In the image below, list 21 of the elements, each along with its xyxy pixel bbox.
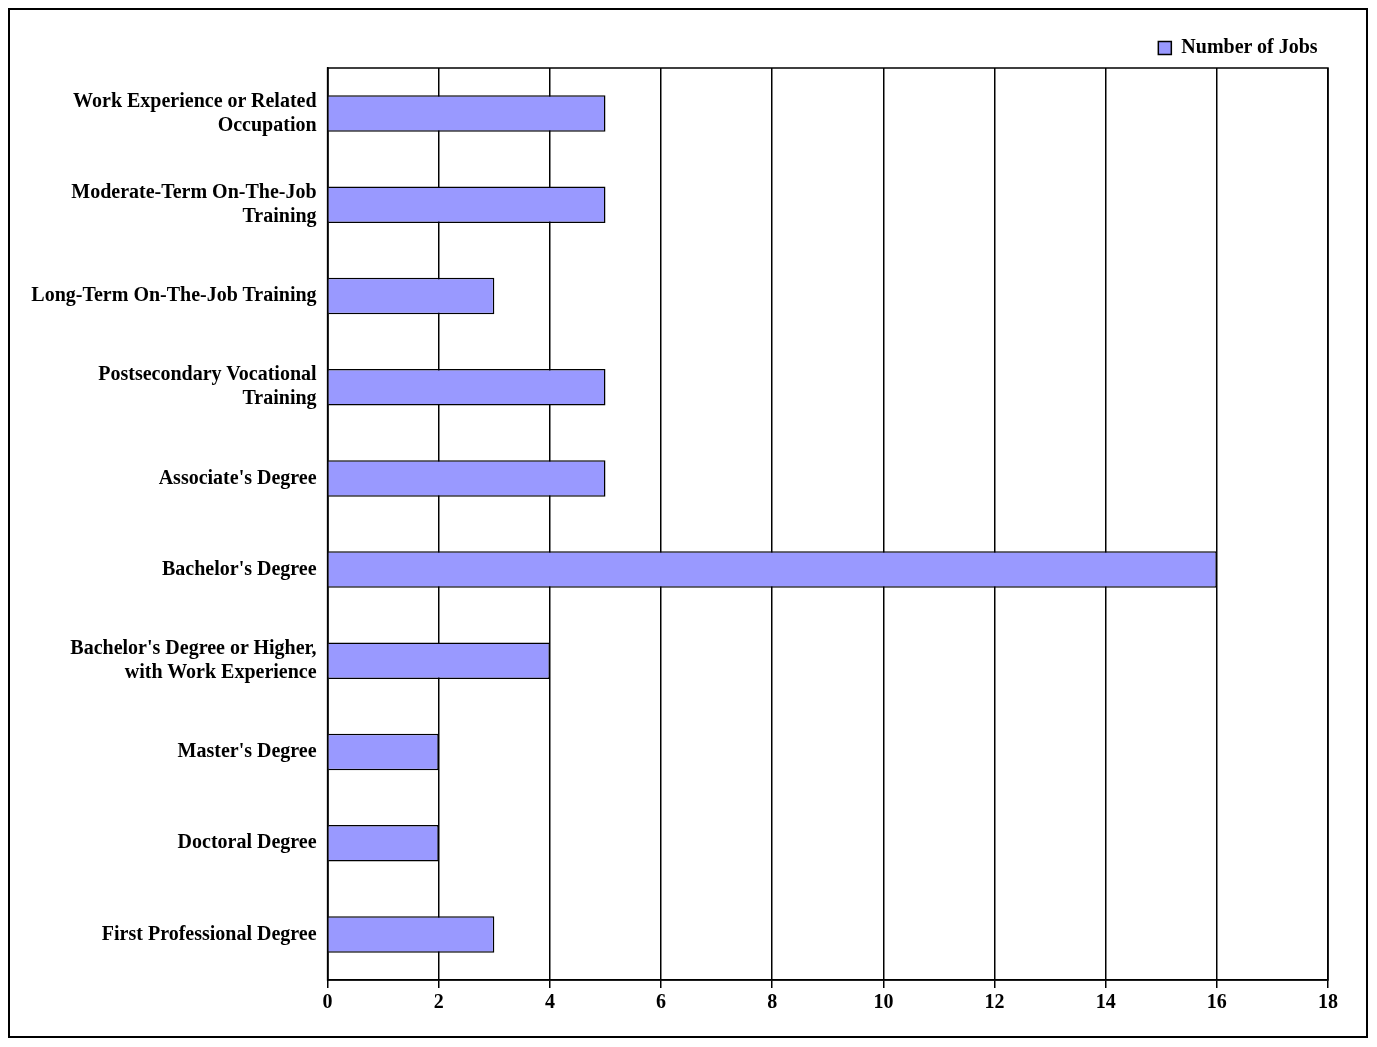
y-tick-label: Bachelor's Degree [162,556,317,580]
x-tick-label: 6 [656,990,667,1013]
y-tick-label: Postsecondary Vocational Training [98,362,318,410]
y-tick-label: Work Experience or Related Occupation [73,88,317,136]
y-tick-label: Long-Term On-The-Job Training [31,283,317,307]
y-tick-label: Master's Degree [177,739,317,763]
y-tick-label: First Professional Degree [101,921,317,945]
legend-label: Number of Jobs [1181,35,1318,58]
y-tick-label: Moderate-Term On-The-Job Training [71,179,317,227]
x-tick-label: 18 [1318,990,1338,1013]
y-tick-label: Doctoral Degree [177,830,317,854]
y-tick-label: Bachelor's Degree or Higher, with Work Experience [70,635,317,683]
x-tick-label: 16 [1206,990,1227,1013]
y-tick-label: Associate's Degree [158,465,317,489]
x-tick-label: 10 [873,990,894,1013]
x-tick-label: 2 [433,990,444,1013]
x-tick-label: 0 [322,990,333,1013]
x-tick-label: 14 [1095,990,1116,1013]
x-tick-label: 8 [767,990,778,1013]
x-tick-label: 4 [544,990,555,1013]
x-tick-label: 12 [984,990,1005,1013]
